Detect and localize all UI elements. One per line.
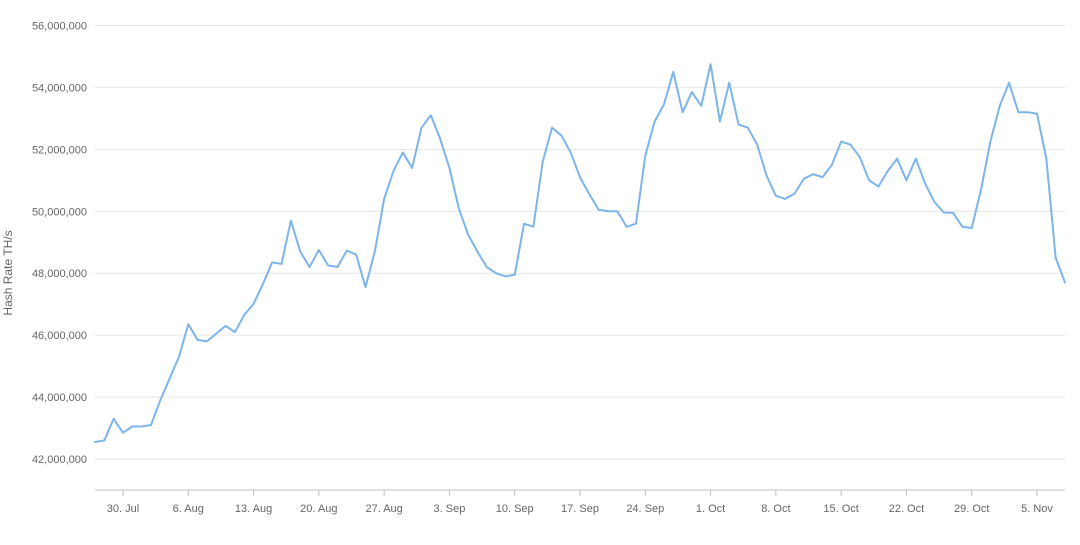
y-tick-label: 46,000,000 xyxy=(32,330,87,342)
y-axis-label: Hash Rate TH/s xyxy=(1,230,15,315)
y-tick-label: 56,000,000 xyxy=(32,20,87,32)
y-tick-label: 54,000,000 xyxy=(32,82,87,94)
x-tick-label: 24. Sep xyxy=(626,503,664,515)
chart-svg: 42,000,000 44,000,000 46,000,000 48,000,000… xyxy=(0,0,1080,545)
x-tick-label: 1. Oct xyxy=(696,503,725,515)
hashrate-line-chart: Hash Rate TH/s 42,000,000 44,000,000 46,00… xyxy=(0,0,1080,545)
hashrate-series-line xyxy=(95,64,1065,442)
x-tick-label: 3. Sep xyxy=(434,503,466,515)
x-tick-label: 27. Aug xyxy=(365,503,402,515)
x-tick-label: 8. Oct xyxy=(761,503,790,515)
y-tick-label: 48,000,000 xyxy=(32,268,87,280)
x-tick-label: 10. Sep xyxy=(496,503,534,515)
x-tick-label: 17. Sep xyxy=(561,503,599,515)
x-tick-label: 13. Aug xyxy=(235,503,272,515)
y-tick-label: 44,000,000 xyxy=(32,392,87,404)
x-tick-label: 22. Oct xyxy=(889,503,924,515)
x-tick-label: 20. Aug xyxy=(300,503,337,515)
x-tick-label: 29. Oct xyxy=(954,503,989,515)
y-tick-label: 50,000,000 xyxy=(32,206,87,218)
x-tick-label: 6. Aug xyxy=(173,503,204,515)
x-tick-label: 30. Jul xyxy=(107,503,139,515)
y-tick-label: 42,000,000 xyxy=(32,454,87,466)
x-tick-label: 15. Oct xyxy=(823,503,858,515)
x-tick-label: 5. Nov xyxy=(1021,503,1053,515)
y-tick-label: 52,000,000 xyxy=(32,144,87,156)
